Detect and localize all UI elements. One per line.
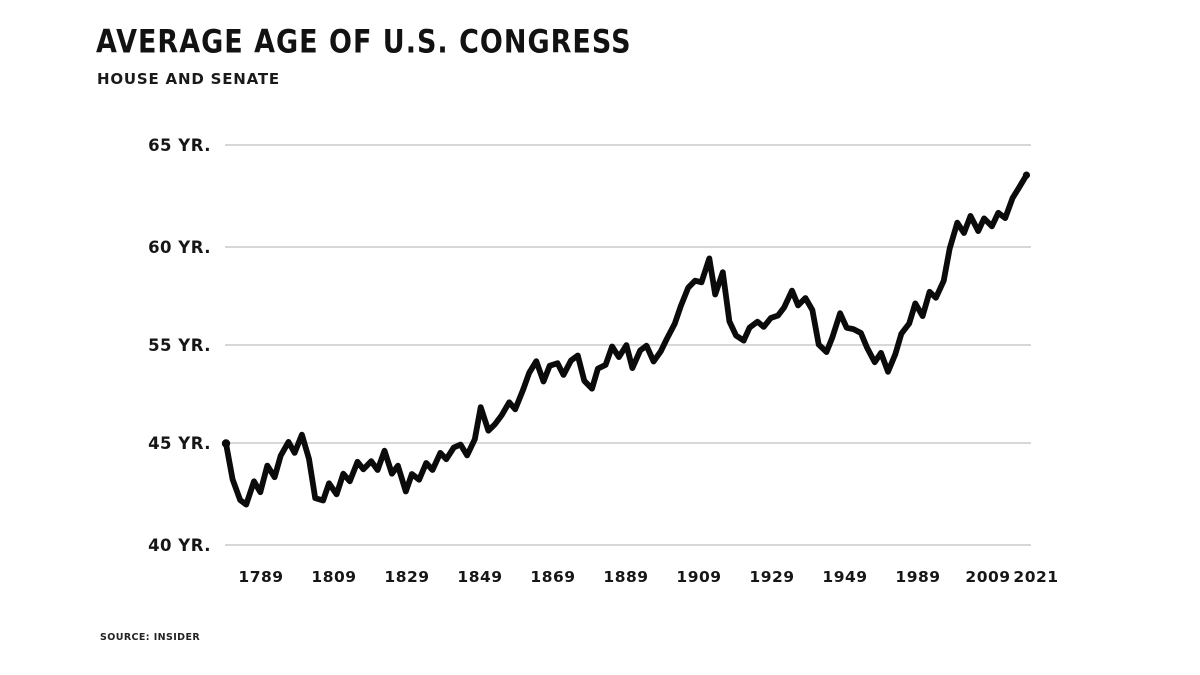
x-axis-tick-label: 1809: [311, 568, 356, 586]
line-end-dot: [1022, 171, 1031, 179]
y-axis-tick-label: 65 YR.: [148, 136, 211, 155]
line-start-dot: [221, 439, 231, 448]
x-axis-tick-label: 1829: [384, 568, 429, 586]
x-axis-tick-label: 1949: [822, 568, 867, 586]
x-axis-tick-label: 1849: [457, 568, 502, 586]
y-axis-tick-label: 60 YR.: [148, 238, 211, 257]
x-axis-tick-label: 2021: [1013, 568, 1058, 586]
chart-title: AVERAGE AGE OF U.S. CONGRESS: [96, 24, 632, 61]
y-axis-tick-label: 45 YR.: [148, 434, 211, 453]
x-axis-tick-label: 1929: [749, 568, 794, 586]
x-axis-tick-label: 2009: [965, 568, 1010, 586]
x-axis-tick-label: 1869: [530, 568, 575, 586]
chart-subtitle: HOUSE AND SENATE: [97, 70, 280, 88]
x-axis-tick-label: 1889: [603, 568, 648, 586]
data-line-average-age: [223, 172, 1030, 508]
x-axis-tick-label: 1789: [238, 568, 283, 586]
x-axis-tick-label: 1909: [676, 568, 721, 586]
x-axis-tick-label: 1989: [895, 568, 940, 586]
source-note: SOURCE: INSIDER: [100, 632, 201, 643]
y-axis-tick-label: 55 YR.: [148, 336, 211, 355]
y-axis-tick-label: 40 YR.: [148, 536, 211, 555]
